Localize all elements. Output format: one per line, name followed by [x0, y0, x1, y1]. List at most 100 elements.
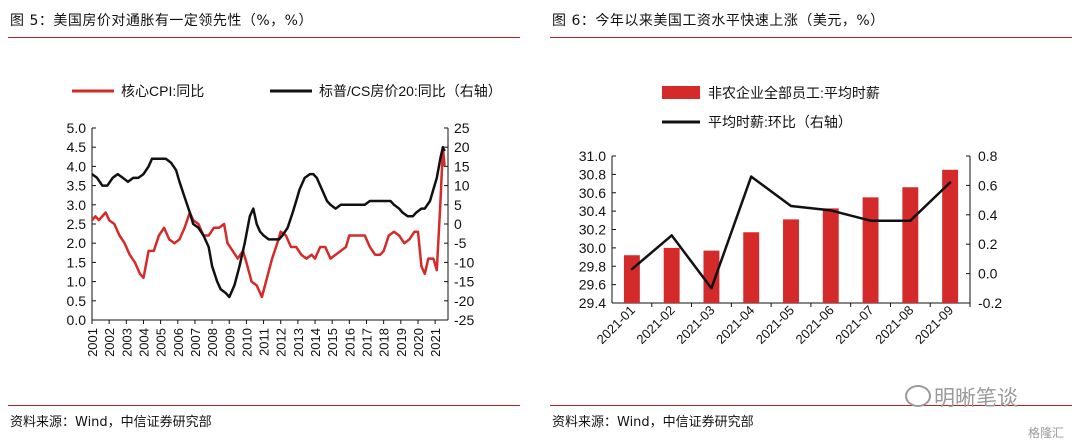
left-source-note: 资料来源：Wind，中信证券研究部: [10, 415, 212, 430]
avg-hourly-earnings-bar: [743, 232, 760, 303]
y-left-tick-label: 30.8: [579, 166, 606, 182]
x-tick-label: 2004: [136, 328, 151, 357]
watermark-brand: 明晰笔谈: [934, 386, 1018, 410]
y-right-tick-label: -10: [454, 254, 474, 270]
right-chart-title: 图 6：今年以来美国工资水平快速上涨（美元，%）: [552, 13, 885, 29]
legend-label-2: 标普/CS房价20:同比（右轴）: [319, 83, 502, 99]
mom-line-point: [670, 234, 673, 237]
y-left-tick-label: 1.0: [67, 274, 87, 290]
x-tick-label: 2021-09: [912, 303, 956, 347]
y-left-tick-label: 30.4: [579, 203, 606, 219]
y-right-tick-label: 20: [454, 139, 470, 155]
left-title-rule: [8, 37, 520, 38]
avg-hourly-earnings-bar: [663, 247, 680, 303]
x-tick-label: 2021-07: [832, 303, 876, 347]
avg-hourly-earnings-bar: [783, 219, 799, 303]
wechat-icon: [905, 385, 931, 407]
y-right-tick-label: 5: [454, 197, 462, 213]
y-left-tick-label: 3.5: [67, 178, 87, 194]
x-tick-label: 2020: [411, 328, 426, 357]
x-tick-label: 2021-04: [713, 303, 757, 347]
y-left-tick-label: 30.2: [579, 222, 606, 238]
y-left-tick-label: 30.0: [579, 240, 606, 256]
mom-line-point: [710, 287, 713, 290]
y-left-tick-label: 0.5: [67, 293, 87, 309]
y-left-tick-label: 4.5: [67, 139, 87, 155]
x-tick-label: 2012: [274, 328, 289, 357]
y-right-tick-label: 25: [454, 120, 470, 136]
x-tick-label: 2017: [360, 328, 375, 357]
y-right-tick-label: -5: [454, 235, 467, 251]
y-right-tick-label: -0.2: [978, 295, 1002, 311]
x-tick-label: 2013: [291, 328, 306, 357]
watermark-tag: 格隆汇: [1028, 426, 1065, 440]
x-tick-label: 2016: [342, 328, 357, 357]
y-right-tick-label: 0.4: [978, 207, 998, 223]
y-right-tick-label: 15: [454, 158, 470, 174]
x-tick-label: 2006: [171, 328, 186, 357]
avg-hourly-earnings-bar: [902, 187, 919, 303]
x-tick-label: 2019: [394, 328, 409, 357]
y-right-tick-label: -25: [454, 312, 474, 328]
mom-line-point: [948, 181, 952, 184]
y-left-tick-label: 2.5: [67, 216, 87, 232]
x-tick-label: 2009: [222, 328, 237, 357]
left-source-rule: [8, 405, 520, 406]
mom-line-point: [829, 209, 832, 212]
y-right-tick-label: -20: [454, 293, 474, 309]
y-left-tick-label: 3.0: [67, 197, 87, 213]
legend-label-1: 非农企业全部员工:平均时薪: [708, 85, 880, 101]
legend-label-2: 平均时薪:环比（右轴）: [708, 114, 852, 130]
x-tick-label: 2011: [257, 328, 272, 356]
x-tick-label: 2001: [85, 328, 100, 357]
avg-hourly-earnings-bar: [862, 197, 879, 303]
mom-line-point: [869, 219, 872, 222]
y-right-tick-label: 0.0: [978, 266, 998, 282]
x-tick-label: 2018: [377, 328, 392, 357]
y-left-tick-label: 29.6: [579, 277, 606, 293]
x-tick-label: 2007: [188, 328, 203, 357]
x-tick-label: 2005: [154, 328, 169, 357]
left-chart: 核心CPI:同比 标普/CS房价20:同比（右轴） 0.0 0.5 1.0 1.5 2.0 2…: [67, 83, 502, 357]
y-left-tick-label: 31.0: [579, 148, 606, 164]
x-tick-label: 2015: [325, 328, 340, 357]
avg-hourly-earnings-bar: [623, 255, 640, 303]
y-right-tick-label: 0.6: [978, 177, 998, 193]
x-tick-label: 2008: [205, 328, 220, 357]
legend-bar-swatch: [662, 86, 700, 99]
legend-label-1: 核心CPI:同比: [121, 83, 204, 99]
y-left-tick-label: 4.0: [67, 158, 87, 174]
y-left-tick-label: 0.0: [67, 312, 87, 328]
mom-line-point: [630, 267, 634, 271]
x-tick-label: 2010: [239, 328, 254, 357]
y-right-tick-label: 0.2: [978, 236, 998, 252]
right-source-rule: [550, 405, 1072, 406]
x-tick-label: 2003: [119, 328, 134, 357]
x-tick-label: 2002: [102, 328, 117, 357]
right-source-note: 资料来源：Wind，中信证券研究部: [552, 415, 754, 430]
y-right-tick-label: 0.8: [978, 148, 998, 164]
x-tick-label: 2021-06: [793, 303, 837, 347]
left-chart-title: 图 5：美国房价对通胀有一定领先性（%，%）: [10, 13, 313, 29]
x-tick-label: 2021-05: [753, 303, 797, 347]
x-tick-label: 2021: [428, 328, 443, 357]
mom-line-point: [789, 204, 793, 208]
mom-line-point: [909, 219, 912, 222]
right-title-rule: [550, 37, 1072, 38]
y-right-tick-label: 10: [454, 178, 470, 194]
y-right-tick-label: -15: [454, 274, 474, 290]
y-left-tick-label: 5.0: [67, 120, 87, 136]
avg-hourly-earnings-bar: [942, 169, 959, 303]
x-tick-label: 2014: [308, 328, 323, 357]
y-left-tick-label: 1.5: [67, 254, 87, 270]
x-tick-label: 2021-03: [673, 303, 717, 347]
x-tick-label: 2021-08: [872, 303, 916, 347]
avg-hourly-earnings-bar: [822, 208, 839, 303]
mom-line-point: [750, 175, 753, 178]
case-shiller-20-yoy-line: [91, 145, 446, 299]
x-tick-label: 2021-02: [633, 303, 677, 347]
avg-hourly-earnings-bar: [703, 250, 720, 303]
y-left-tick-label: 29.8: [579, 258, 606, 274]
y-right-tick-label: 0: [454, 216, 462, 232]
